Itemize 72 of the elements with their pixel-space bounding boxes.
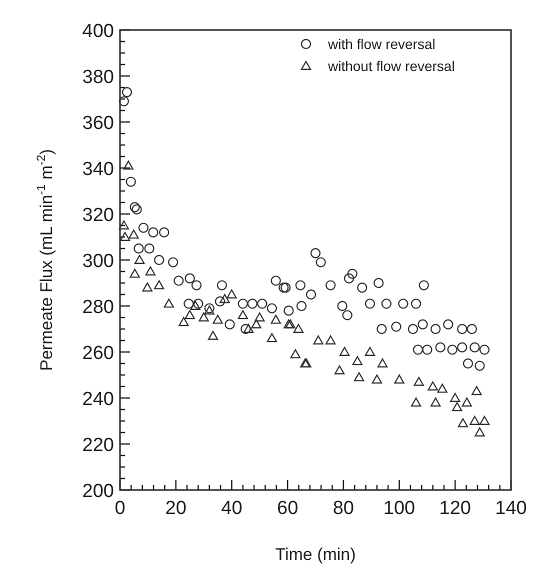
point xyxy=(452,402,462,412)
point xyxy=(430,398,441,407)
point xyxy=(226,289,237,298)
point xyxy=(394,374,404,384)
y-tick-label: 220 xyxy=(82,435,114,456)
point xyxy=(198,312,209,322)
point xyxy=(354,372,364,382)
point xyxy=(290,349,300,358)
point xyxy=(313,335,324,344)
y-tick-label: 380 xyxy=(82,67,114,88)
point xyxy=(254,312,265,322)
point xyxy=(364,346,376,356)
point xyxy=(470,416,480,425)
x-tick-label: 140 xyxy=(495,498,527,519)
point xyxy=(293,324,304,333)
point xyxy=(190,300,201,310)
point xyxy=(410,398,422,407)
point xyxy=(145,266,156,276)
point xyxy=(118,220,130,230)
y-tick-label: 280 xyxy=(82,297,114,318)
x-tick-label: 40 xyxy=(221,498,242,519)
legend-label: with flow reversal xyxy=(327,36,436,52)
y-tick-label: 260 xyxy=(82,343,114,364)
point xyxy=(212,314,223,324)
point xyxy=(134,254,145,264)
point xyxy=(450,392,460,402)
x-tick-label: 0 xyxy=(114,498,126,519)
point xyxy=(130,268,140,278)
point xyxy=(128,230,139,239)
point xyxy=(123,160,134,170)
point xyxy=(178,317,189,326)
x-tick-label: 120 xyxy=(439,498,471,519)
point xyxy=(270,314,281,324)
x-tick-label: 60 xyxy=(277,498,298,519)
x-axis-title: Time (min) xyxy=(275,545,356,564)
point xyxy=(204,306,214,315)
legend-label: without flow reversal xyxy=(327,58,455,74)
point xyxy=(238,310,248,320)
point xyxy=(220,294,230,304)
point xyxy=(266,333,278,342)
y-tick-label: 340 xyxy=(82,159,114,180)
point xyxy=(372,374,382,384)
point xyxy=(164,298,174,308)
point xyxy=(251,319,262,328)
point xyxy=(479,416,490,425)
point xyxy=(120,232,130,241)
y-tick-label: 360 xyxy=(82,113,114,134)
point xyxy=(474,427,485,436)
y-tick-label: 400 xyxy=(82,21,114,42)
point xyxy=(352,356,362,366)
y-tick-label: 200 xyxy=(82,481,114,502)
point xyxy=(472,386,482,396)
y-tick-label: 300 xyxy=(82,251,114,272)
point xyxy=(184,310,195,320)
point xyxy=(462,398,472,407)
point xyxy=(243,324,254,333)
point xyxy=(334,365,345,374)
point xyxy=(325,335,336,344)
point xyxy=(437,384,448,393)
point xyxy=(458,418,468,428)
point xyxy=(377,358,388,368)
point xyxy=(339,346,350,356)
point xyxy=(414,376,424,386)
y-tick-label: 320 xyxy=(82,205,114,226)
x-tick-label: 100 xyxy=(383,498,416,519)
point xyxy=(208,330,218,340)
x-tick-label: 20 xyxy=(165,498,186,519)
point xyxy=(428,381,438,390)
y-tick-label: 240 xyxy=(82,389,114,410)
point xyxy=(154,280,164,290)
x-tick-label: 80 xyxy=(332,498,354,519)
point xyxy=(142,282,152,292)
